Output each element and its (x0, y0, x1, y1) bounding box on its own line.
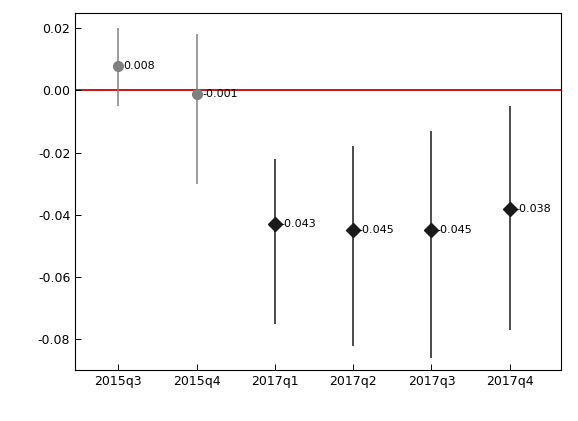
Text: -0.045: -0.045 (358, 226, 394, 235)
Text: 0.008: 0.008 (124, 61, 155, 71)
Text: -0.043: -0.043 (280, 219, 316, 229)
Text: -0.045: -0.045 (437, 226, 473, 235)
Text: -0.001: -0.001 (202, 88, 238, 99)
Text: -0.038: -0.038 (515, 204, 551, 214)
